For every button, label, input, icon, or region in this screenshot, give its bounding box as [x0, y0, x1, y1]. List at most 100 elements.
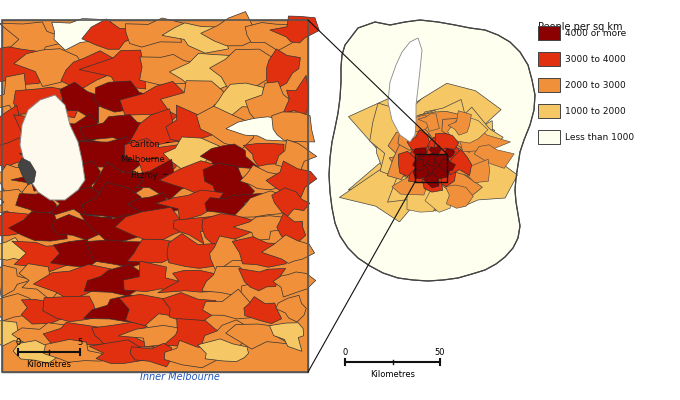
Polygon shape [13, 340, 65, 363]
Polygon shape [44, 161, 101, 199]
Polygon shape [402, 107, 503, 182]
Polygon shape [226, 117, 286, 141]
Polygon shape [447, 117, 488, 143]
Polygon shape [173, 216, 223, 244]
Polygon shape [0, 22, 73, 63]
Polygon shape [0, 294, 30, 321]
Polygon shape [232, 237, 289, 267]
Polygon shape [266, 161, 317, 196]
Polygon shape [409, 147, 429, 166]
Polygon shape [430, 144, 463, 169]
Polygon shape [52, 114, 100, 151]
Bar [2, 20, 308, 372]
Polygon shape [124, 138, 182, 175]
Polygon shape [413, 159, 423, 171]
Polygon shape [14, 49, 82, 86]
Polygon shape [50, 239, 120, 267]
Polygon shape [12, 241, 71, 272]
Polygon shape [130, 343, 172, 367]
Polygon shape [339, 101, 469, 222]
Polygon shape [233, 191, 290, 217]
Polygon shape [139, 54, 208, 85]
Polygon shape [276, 295, 306, 322]
Polygon shape [433, 133, 459, 153]
Bar [415, 154, 447, 182]
Polygon shape [0, 212, 36, 236]
Polygon shape [21, 299, 81, 324]
Polygon shape [209, 49, 273, 92]
Polygon shape [245, 82, 292, 124]
Polygon shape [76, 137, 143, 174]
Polygon shape [329, 20, 535, 281]
Polygon shape [162, 23, 228, 53]
Polygon shape [370, 103, 450, 179]
Polygon shape [20, 95, 85, 200]
Polygon shape [128, 193, 197, 216]
Polygon shape [11, 165, 70, 191]
Text: 3000 to 4000: 3000 to 4000 [565, 54, 626, 64]
Polygon shape [203, 289, 258, 319]
Polygon shape [468, 159, 490, 182]
Polygon shape [429, 146, 441, 156]
Polygon shape [202, 320, 252, 348]
Polygon shape [0, 47, 42, 85]
Polygon shape [392, 177, 427, 195]
Polygon shape [348, 84, 499, 206]
Polygon shape [445, 185, 473, 208]
Bar [2, 20, 308, 372]
Polygon shape [14, 115, 72, 142]
Polygon shape [129, 109, 187, 147]
Polygon shape [398, 151, 419, 176]
Polygon shape [19, 264, 61, 300]
Polygon shape [243, 143, 285, 166]
Polygon shape [197, 106, 254, 148]
Polygon shape [277, 213, 306, 242]
Polygon shape [205, 194, 262, 215]
Polygon shape [275, 140, 317, 176]
Polygon shape [389, 144, 443, 196]
Polygon shape [135, 159, 197, 200]
Text: Carlton: Carlton [130, 140, 169, 149]
Text: 5: 5 [78, 338, 83, 347]
Polygon shape [12, 323, 73, 346]
Polygon shape [115, 207, 188, 240]
Polygon shape [407, 186, 438, 212]
Text: 1000 to 2000: 1000 to 2000 [565, 106, 626, 116]
Polygon shape [166, 105, 223, 142]
Polygon shape [163, 293, 219, 321]
Polygon shape [52, 214, 112, 240]
Polygon shape [18, 158, 36, 185]
Text: 50: 50 [435, 348, 445, 357]
Polygon shape [167, 234, 227, 268]
Polygon shape [202, 266, 259, 297]
Polygon shape [430, 161, 457, 187]
Polygon shape [92, 322, 155, 350]
Polygon shape [245, 22, 303, 51]
Polygon shape [80, 115, 158, 144]
Polygon shape [439, 159, 456, 172]
Polygon shape [82, 182, 149, 220]
Bar [538, 104, 560, 118]
Polygon shape [156, 190, 224, 221]
Polygon shape [407, 130, 430, 150]
Polygon shape [158, 270, 228, 293]
Polygon shape [80, 214, 148, 244]
Text: 0: 0 [342, 348, 347, 357]
Polygon shape [404, 114, 431, 132]
Polygon shape [424, 135, 479, 164]
Polygon shape [460, 130, 511, 152]
Text: 0: 0 [16, 338, 20, 347]
Polygon shape [127, 239, 194, 263]
Polygon shape [269, 323, 303, 351]
Polygon shape [432, 166, 449, 179]
Polygon shape [33, 264, 118, 300]
Polygon shape [165, 340, 222, 368]
Polygon shape [388, 133, 428, 180]
Polygon shape [0, 189, 37, 222]
Polygon shape [415, 150, 449, 184]
Polygon shape [413, 164, 428, 179]
Polygon shape [474, 145, 514, 168]
Polygon shape [124, 261, 182, 292]
Polygon shape [427, 162, 482, 200]
Polygon shape [226, 324, 290, 349]
